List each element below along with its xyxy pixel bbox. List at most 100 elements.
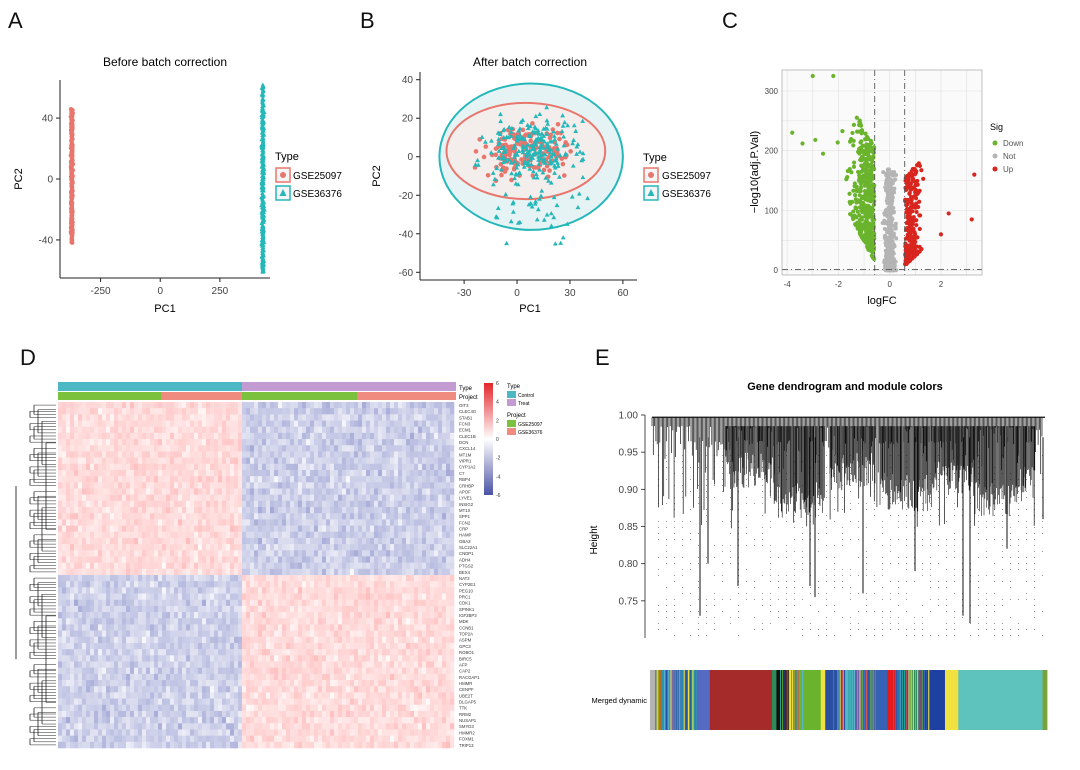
- chart-d-cell: [94, 451, 98, 457]
- chart-d-cell: [438, 513, 442, 519]
- chart-d-cell: [302, 544, 306, 550]
- chart-d-cell: [318, 458, 322, 464]
- chart-d-cell: [162, 538, 166, 544]
- chart-d-cell: [394, 495, 398, 501]
- chart-d-cell: [298, 408, 302, 414]
- chart-d-cell: [94, 427, 98, 433]
- chart-d-cell: [242, 464, 246, 470]
- chart-d-cell: [278, 427, 282, 433]
- chart-d-cell: [246, 538, 250, 544]
- chart-d-cell: [82, 495, 86, 501]
- chart-d-cell: [394, 556, 398, 562]
- chart-d-cell: [282, 439, 286, 445]
- chart-d-cell: [326, 427, 330, 433]
- chart-d-cell: [446, 495, 450, 501]
- chart-d-cell: [390, 439, 394, 445]
- chart-d-cell: [374, 495, 378, 501]
- chart-d-cell: [110, 470, 114, 476]
- chart-d-cell: [374, 526, 378, 532]
- chart-d-cell: [74, 421, 78, 427]
- chart-d-cell: [182, 421, 186, 427]
- chart-d-cell: [178, 526, 182, 532]
- chart-d-cell: [230, 464, 234, 470]
- chart-d-cell: [346, 513, 350, 519]
- chart-c-point-down: [872, 189, 876, 193]
- chart-c-point-down: [865, 165, 869, 169]
- chart-d-cell: [126, 550, 130, 556]
- chart-d-cell: [338, 526, 342, 532]
- chart-d-cell: [134, 538, 138, 544]
- chart-d-cell: [350, 495, 354, 501]
- chart-d-cell: [310, 538, 314, 544]
- chart-d-cell: [114, 408, 118, 414]
- chart-d-cell: [154, 476, 158, 482]
- chart-d-cell: [210, 464, 214, 470]
- chart-d-cell: [254, 414, 258, 420]
- chart-c-point-down: [800, 141, 804, 145]
- chart-d-cell: [110, 538, 114, 544]
- chart-d-cell: [434, 458, 438, 464]
- chart-d-cell: [142, 495, 146, 501]
- chart-d-cell: [62, 501, 66, 507]
- chart-d-cell: [66, 427, 70, 433]
- chart-c-legend-title: Sig: [990, 122, 1003, 132]
- chart-d-cell: [338, 556, 342, 562]
- chart-d-cell: [450, 513, 454, 519]
- chart-d-cell: [326, 402, 330, 408]
- chart-d-cell: [110, 544, 114, 550]
- chart-a-point-gse25097: [70, 151, 74, 155]
- chart-d-cell: [134, 470, 138, 476]
- chart-d-cell: [234, 513, 238, 519]
- chart-d-cell: [314, 501, 318, 507]
- chart-d-cell: [382, 538, 386, 544]
- chart-d-cell: [234, 439, 238, 445]
- chart-d-cell: [246, 495, 250, 501]
- chart-d-cell: [110, 532, 114, 538]
- chart-d-cell: [138, 414, 142, 420]
- chart-d-cell: [338, 482, 342, 488]
- chart-d-cell: [138, 408, 142, 414]
- chart-d-cell: [258, 538, 262, 544]
- chart-d-cell: [70, 495, 74, 501]
- chart-d-cell: [390, 464, 394, 470]
- chart-d-cell: [322, 421, 326, 427]
- chart-d-cell: [418, 464, 422, 470]
- chart-d-cell: [178, 563, 182, 569]
- chart-d-cell: [170, 501, 174, 507]
- chart-d-cell: [394, 538, 398, 544]
- chart-d-cell: [246, 414, 250, 420]
- chart-d-cell: [382, 513, 386, 519]
- chart-d-cell: [62, 427, 66, 433]
- chart-d-cell: [298, 544, 302, 550]
- chart-d-cell: [134, 507, 138, 513]
- chart-d-cell: [342, 550, 346, 556]
- chart-a-point-gse25097: [69, 200, 73, 204]
- chart-d-cell: [58, 414, 62, 420]
- chart-d-cell: [398, 489, 402, 495]
- chart-d-cell: [258, 550, 262, 556]
- chart-d-cell: [190, 526, 194, 532]
- chart-d-cell: [394, 408, 398, 414]
- chart-d-cell: [190, 538, 194, 544]
- chart-d-cell: [366, 427, 370, 433]
- chart-d-cell: [174, 519, 178, 525]
- chart-d-cell: [426, 550, 430, 556]
- chart-d-cell: [126, 464, 130, 470]
- chart-d-cell: [350, 414, 354, 420]
- chart-d-cell: [70, 470, 74, 476]
- chart-d-cell: [222, 470, 226, 476]
- chart-d-cell: [154, 451, 158, 457]
- chart-d-cell: [186, 433, 190, 439]
- chart-d-cell: [254, 550, 258, 556]
- chart-d-cell: [146, 532, 150, 538]
- chart-d-cell: [114, 427, 118, 433]
- chart-d-cell: [402, 433, 406, 439]
- chart-d-cell: [338, 489, 342, 495]
- chart-c-point-up: [919, 168, 923, 172]
- chart-d-cell: [62, 489, 66, 495]
- chart-heatmap: Type Project OIT3CLEC4GSTAB1FCN3ECM1CLEC…: [10, 370, 550, 770]
- chart-d-cell: [150, 470, 154, 476]
- chart-d-cell: [190, 421, 194, 427]
- chart-d-cell: [126, 402, 130, 408]
